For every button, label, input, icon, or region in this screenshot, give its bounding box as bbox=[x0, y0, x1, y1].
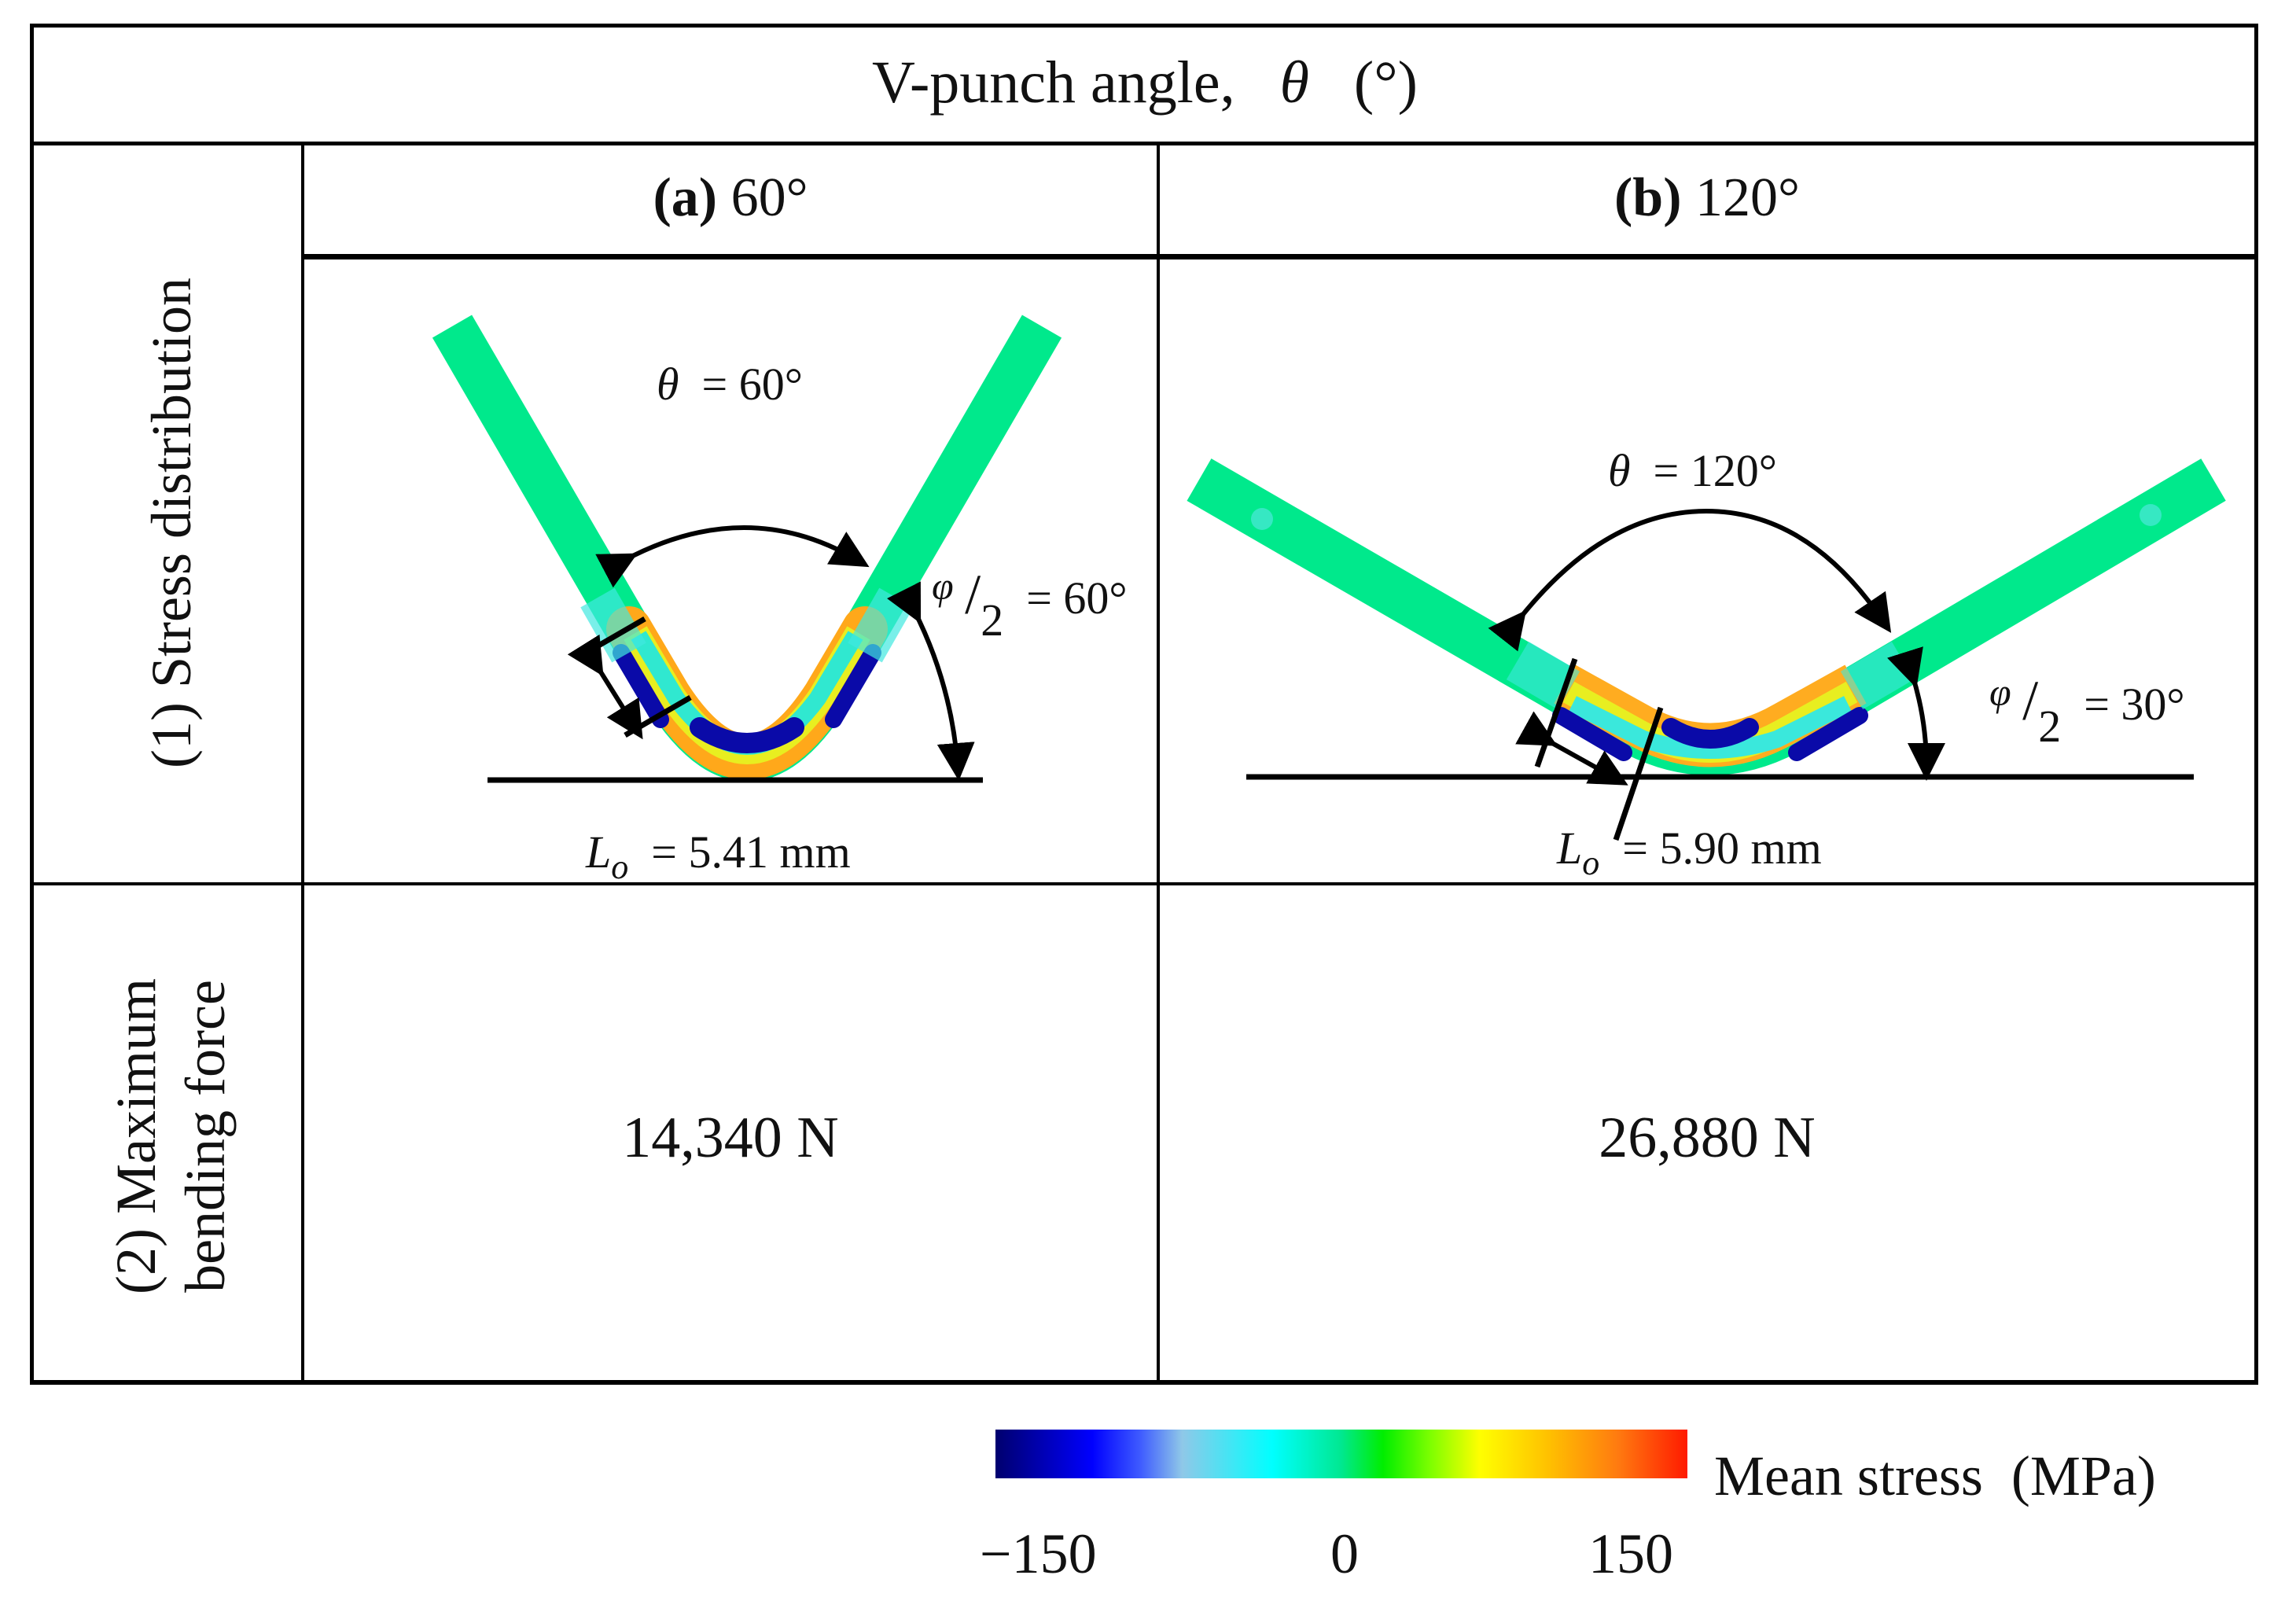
lo-value-60: = 5.41 mm bbox=[651, 826, 851, 878]
theta-arc-120 bbox=[1488, 508, 1892, 652]
phi-symbol-120: φ bbox=[1989, 670, 2011, 714]
subheader-divider bbox=[303, 254, 2258, 259]
lo-value-120: = 5.90 mm bbox=[1622, 823, 1822, 874]
phi-arc-60 bbox=[887, 581, 975, 781]
table-title: V-punch angle, θ (°) bbox=[31, 49, 2258, 117]
phi-denominator-120: 2 bbox=[2038, 701, 2062, 752]
title-unit: (°) bbox=[1353, 50, 1418, 116]
theta-symbol-120: θ bbox=[1608, 445, 1631, 496]
phi-denominator-60: 2 bbox=[981, 594, 1004, 646]
lo-dimension-60 bbox=[567, 616, 692, 740]
column-angle-b: 120° bbox=[1695, 167, 1801, 228]
theta-label-120: θ = 120° bbox=[1608, 444, 1777, 497]
force-value-b: 26,880 N bbox=[1599, 1106, 1816, 1170]
lo-dimension-120 bbox=[1515, 657, 1664, 841]
theta-label-60: θ = 60° bbox=[657, 358, 803, 410]
phi-arc-120 bbox=[1887, 646, 1945, 781]
table-bottom-border bbox=[31, 1380, 2258, 1385]
theta-value-120: = 120° bbox=[1653, 445, 1777, 496]
phi-label-120: φ /2 = 30° bbox=[1989, 669, 2185, 752]
column-letter-b: (b) bbox=[1613, 167, 1682, 228]
label-column-divider bbox=[301, 142, 304, 1384]
lo-symbol-120: L bbox=[1557, 823, 1583, 874]
column-header-b: (b) 120° bbox=[1158, 167, 2256, 230]
phi-label-60: φ /2 = 60° bbox=[932, 563, 1128, 646]
phi-value-60: = 60° bbox=[1026, 572, 1128, 624]
theta-symbol: θ bbox=[1279, 50, 1309, 116]
colorbar-tick-zero: 0 bbox=[1330, 1522, 1359, 1585]
row-divider bbox=[31, 882, 2258, 885]
theta-symbol-60: θ bbox=[657, 359, 679, 410]
theta-value-60: = 60° bbox=[701, 359, 803, 410]
column-header-a: (a) 60° bbox=[303, 167, 1158, 230]
colorbar-tick-min: −150 bbox=[980, 1522, 1097, 1585]
phi-value-120: = 30° bbox=[2084, 679, 2185, 730]
theta-arc-60 bbox=[595, 525, 870, 588]
table-top-border bbox=[31, 24, 2258, 28]
lo-subscript-60: o bbox=[611, 848, 629, 886]
lo-symbol-60: L bbox=[586, 826, 612, 878]
lo-label-60: Lo = 5.41 mm bbox=[586, 826, 851, 886]
colorbar-title: Mean stress (MPa) bbox=[1714, 1445, 2156, 1507]
column-letter-a: (a) bbox=[653, 167, 718, 228]
force-value-a: 14,340 N bbox=[622, 1106, 839, 1170]
middle-column-divider bbox=[1157, 142, 1160, 1384]
header-divider bbox=[31, 142, 2258, 145]
lo-subscript-120: o bbox=[1582, 844, 1600, 882]
lo-label-120: Lo = 5.90 mm bbox=[1557, 822, 1822, 882]
colorbar-gradient bbox=[995, 1430, 1687, 1478]
column-angle-a: 60° bbox=[730, 167, 808, 228]
colorbar-tick-max: 150 bbox=[1588, 1522, 1673, 1585]
table-left-border bbox=[30, 24, 34, 1385]
table-right-border bbox=[2254, 24, 2258, 1385]
title-prefix: V-punch angle, bbox=[872, 50, 1235, 116]
phi-symbol-60: φ bbox=[932, 564, 954, 608]
